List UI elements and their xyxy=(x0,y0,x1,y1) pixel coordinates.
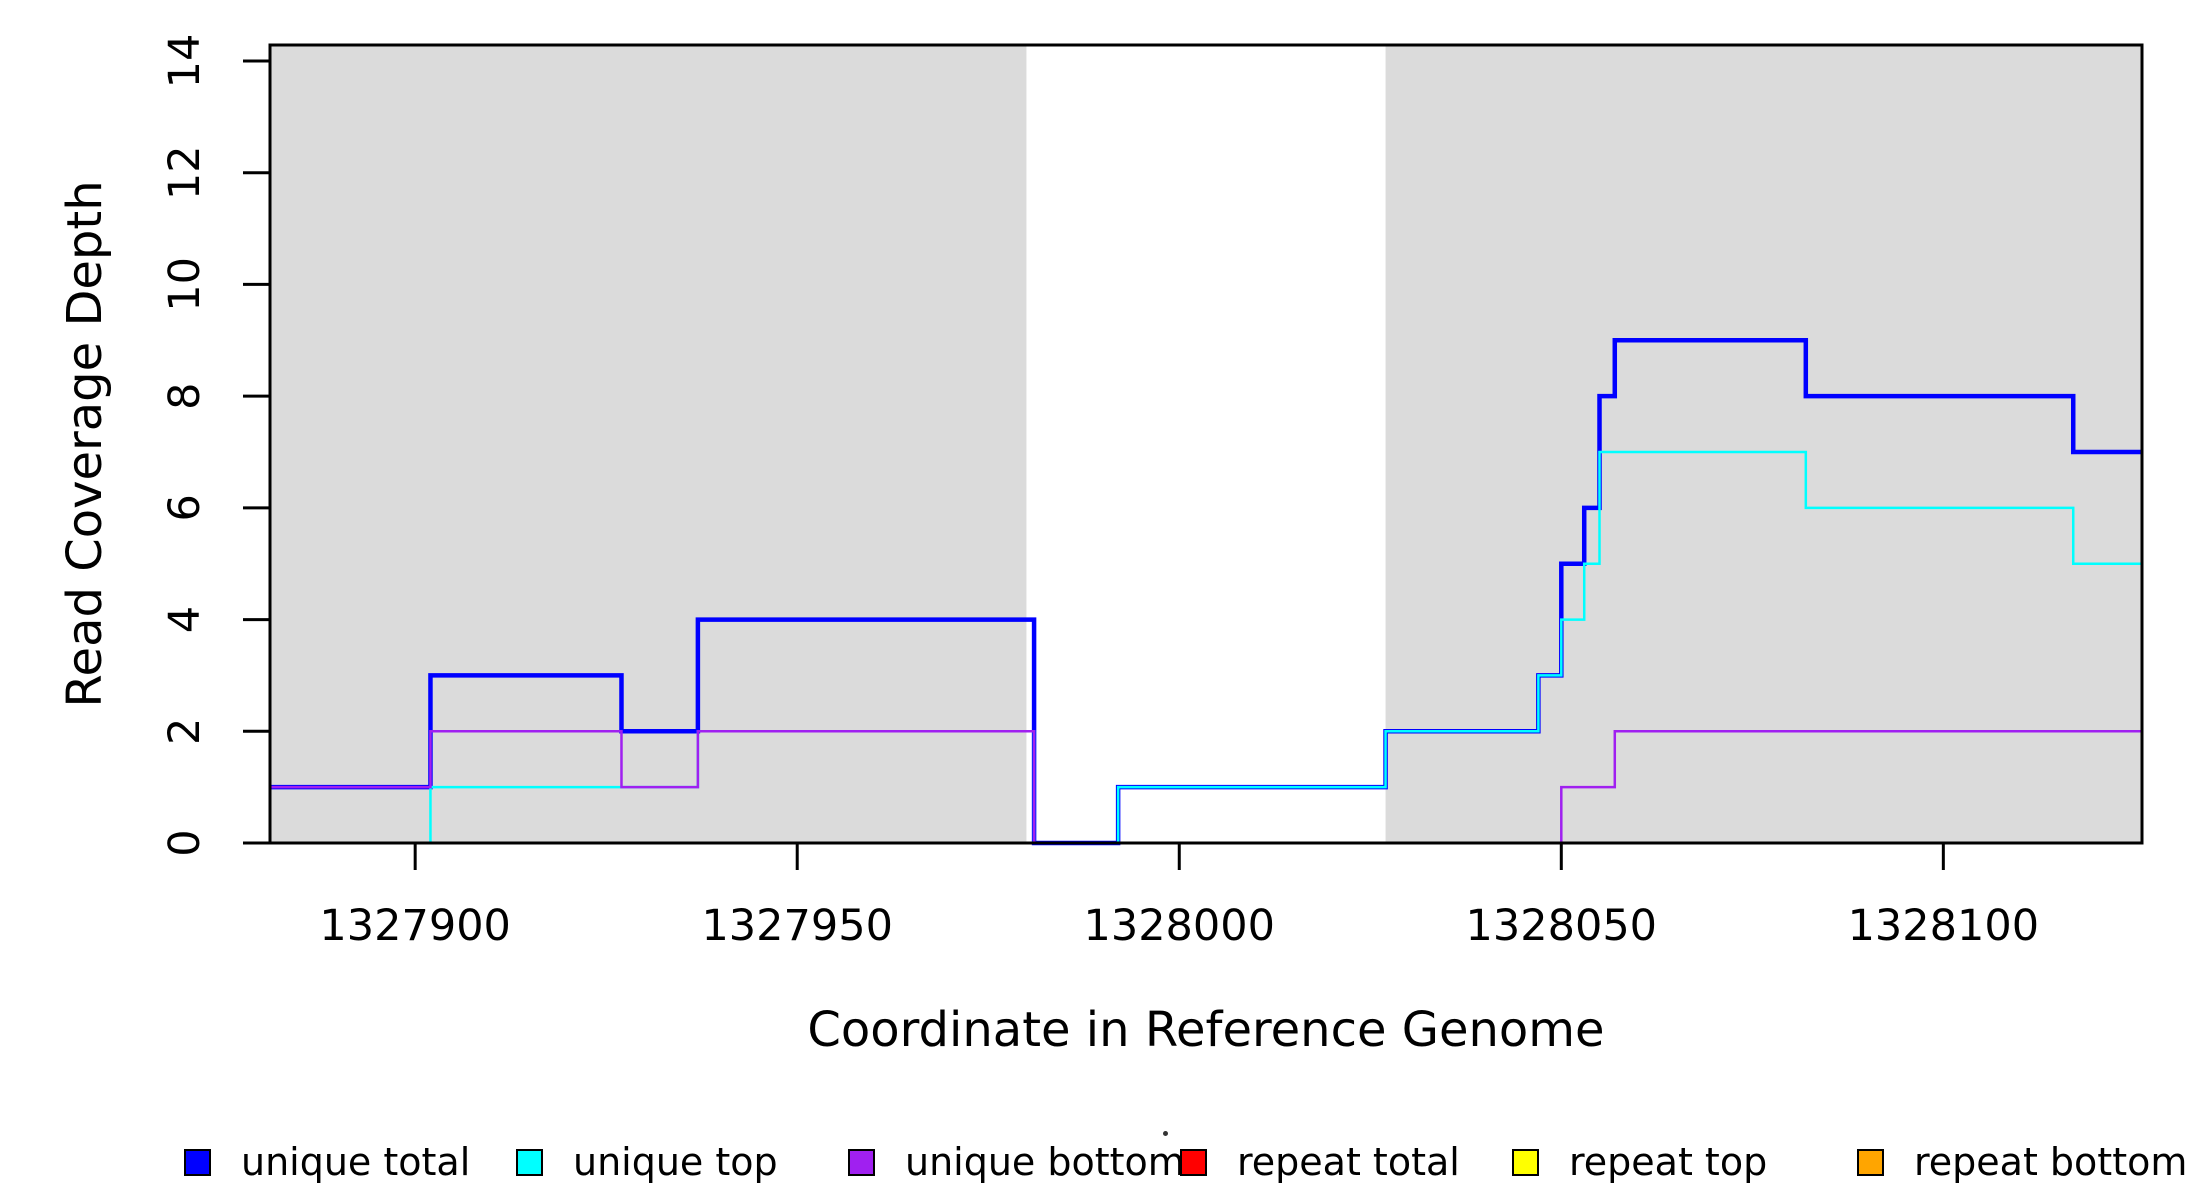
legend-swatch-repeat-top xyxy=(1512,1148,1539,1176)
shaded-regions xyxy=(270,46,2142,842)
shaded-region-0 xyxy=(270,46,1027,842)
legend-swatch-repeat-bottom xyxy=(1857,1148,1884,1176)
legend-label-unique-total: unique total xyxy=(241,1140,471,1184)
legend-label-repeat-top: repeat top xyxy=(1569,1140,1768,1184)
plot-frame xyxy=(268,43,2144,845)
stray-mark xyxy=(1163,1131,1168,1136)
legend-swatch-unique-top xyxy=(516,1148,543,1176)
x-tick-label: 1327950 xyxy=(701,901,893,951)
y-tick-label: 14 xyxy=(160,34,210,89)
y-tick-label: 4 xyxy=(160,606,210,633)
y-tick-label: 12 xyxy=(160,145,210,200)
x-tick-label: 1328000 xyxy=(1083,901,1275,951)
x-tick-label: 1327900 xyxy=(319,901,511,951)
plot-border xyxy=(268,43,2144,845)
legend-label-unique-bottom: unique bottom xyxy=(905,1140,1185,1184)
series-unique_bottom xyxy=(270,730,2142,845)
legend-item-repeat-total: repeat total xyxy=(1180,1140,1460,1184)
legend-item-unique-top: unique top xyxy=(516,1140,778,1184)
y-tick-label: 0 xyxy=(160,829,210,856)
x-axis-title: Coordinate in Reference Genome xyxy=(807,1002,1605,1058)
legend-item-unique-bottom: unique bottom xyxy=(848,1140,1185,1184)
y-tick-label: 8 xyxy=(160,382,210,409)
legend-item-repeat-top: repeat top xyxy=(1512,1140,1767,1184)
legend-item-repeat-bottom: repeat bottom xyxy=(1857,1140,2187,1184)
legend-label-repeat-total: repeat total xyxy=(1237,1140,1460,1184)
x-tick-label: 1328100 xyxy=(1848,901,2040,951)
axis-ticks xyxy=(243,59,1945,870)
y-tick-label: 6 xyxy=(160,494,210,521)
y-tick-label: 10 xyxy=(160,257,210,312)
x-tick-label: 1328050 xyxy=(1466,901,1658,951)
legend-swatch-unique-bottom xyxy=(848,1148,875,1176)
legend-label-repeat-bottom: repeat bottom xyxy=(1914,1140,2188,1184)
y-tick-label: 2 xyxy=(160,718,210,745)
legend-item-unique-total: unique total xyxy=(184,1140,470,1184)
legend-swatch-unique-total xyxy=(184,1148,211,1176)
y-axis-title: Read Coverage Depth xyxy=(57,180,113,708)
legend-label-unique-top: unique top xyxy=(573,1140,778,1184)
axis-tick-labels: 1327900 1327950 1328000 1328050 1328100 0 2 4 6 8… xyxy=(160,34,2039,951)
shaded-region-1 xyxy=(1385,46,2142,842)
legend-swatch-repeat-total xyxy=(1180,1148,1207,1176)
